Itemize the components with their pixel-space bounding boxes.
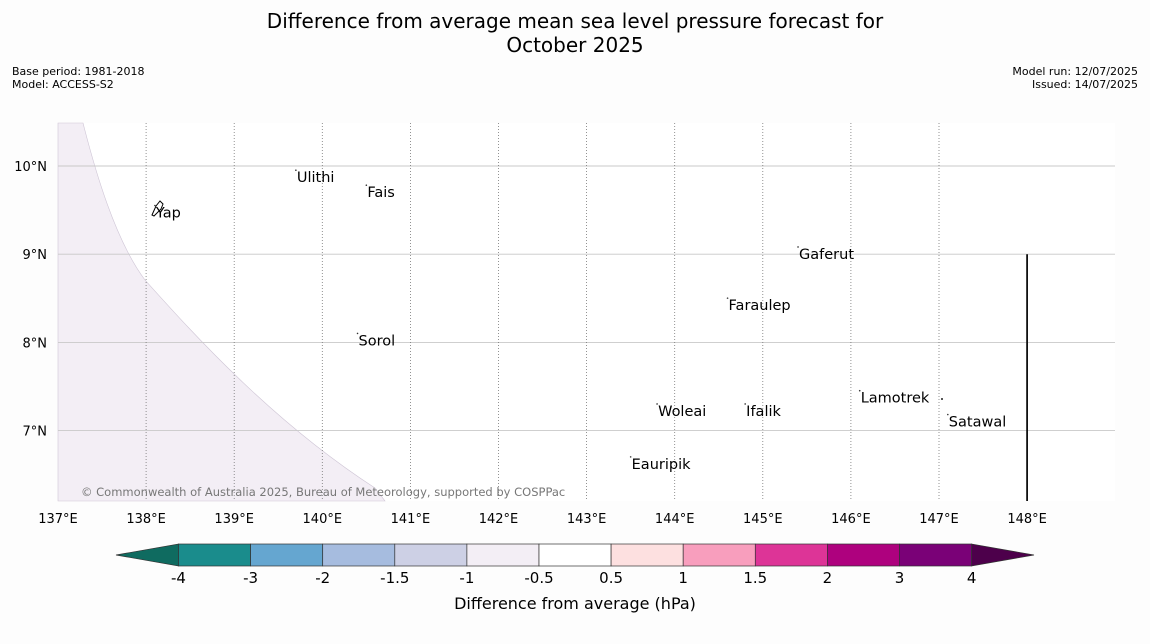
island-marker bbox=[941, 398, 943, 400]
anomaly-shaded-region bbox=[57, 122, 386, 502]
colorbar-tick-label: 3 bbox=[895, 569, 905, 587]
colorbar-high-extend bbox=[971, 543, 1035, 567]
place-label: Fais bbox=[367, 185, 394, 201]
island-marker bbox=[656, 403, 658, 405]
lon-tick-label: 146°E bbox=[831, 512, 871, 527]
lon-tick-label: 142°E bbox=[479, 512, 519, 527]
lon-tick-label: 141°E bbox=[391, 512, 431, 527]
issued-text: Issued: 14/07/2025 bbox=[1031, 78, 1138, 91]
lon-tick-label: 140°E bbox=[303, 512, 343, 527]
model-text: Model: ACCESS-S2 bbox=[12, 78, 114, 91]
title-line-1: Difference from average mean sea level p… bbox=[266, 9, 884, 33]
lon-tick-label: 143°E bbox=[567, 512, 607, 527]
lat-tick-label: 10°N bbox=[14, 160, 47, 175]
place-label: Faraulep bbox=[729, 298, 791, 314]
lon-tick-label: 147°E bbox=[919, 512, 959, 527]
meta-left: Base period: 1981-2018 Model: ACCESS-S2 bbox=[12, 65, 144, 91]
island-marker bbox=[295, 169, 297, 172]
map-area: 10°N 9°N 8°N 7°N 137°E 138°E 139°E 140°E 141°E 14… bbox=[14, 122, 1115, 527]
colorbar-tick-label: -2 bbox=[315, 569, 330, 587]
base-period-text: Base period: 1981-2018 bbox=[12, 65, 145, 78]
lat-tick-label: 7°N bbox=[23, 425, 48, 440]
colorbar-segment bbox=[610, 543, 684, 567]
lon-tick-label: 139°E bbox=[214, 512, 254, 527]
place-label: Woleai bbox=[658, 404, 706, 420]
island-marker bbox=[365, 184, 368, 187]
title-line-2: October 2025 bbox=[506, 33, 644, 57]
colorbar-tick-label: 4 bbox=[967, 569, 977, 587]
colorbar-segment bbox=[827, 543, 900, 567]
model-run-text: Model run: 12/07/2025 bbox=[1012, 65, 1138, 78]
colorbar-tick-label: -3 bbox=[243, 569, 258, 587]
colorbar-segment bbox=[322, 543, 396, 567]
place-label: Lamotrek bbox=[861, 391, 930, 407]
yap-island-shape bbox=[151, 200, 164, 217]
copyright-text: © Commonwealth of Australia 2025, Bureau… bbox=[81, 485, 565, 499]
place-label: Ulithi bbox=[297, 170, 335, 186]
place-label: Yap bbox=[155, 206, 181, 222]
place-label: Eauripik bbox=[632, 457, 691, 473]
colorbar-low-extend bbox=[115, 543, 179, 567]
colorbar-segment bbox=[178, 543, 251, 567]
colorbar-tick-label: 2 bbox=[823, 569, 833, 587]
place-label: Sorol bbox=[359, 333, 396, 349]
colorbar-segment bbox=[538, 543, 612, 567]
map-title: Difference from average mean sea level p… bbox=[0, 9, 1150, 57]
place-label: Gaferut bbox=[799, 247, 854, 263]
colorbar-tick-label: 1 bbox=[678, 569, 688, 587]
colorbar-tick-label: -0.5 bbox=[524, 569, 553, 587]
colorbar-segment bbox=[754, 543, 828, 567]
place-label: Satawal bbox=[949, 415, 1006, 431]
colorbar-tick-label: -4 bbox=[171, 569, 186, 587]
colorbar-tick-label: 0.5 bbox=[599, 569, 623, 587]
island-marker bbox=[947, 413, 949, 416]
island-marker bbox=[797, 246, 799, 248]
colorbar-segment bbox=[682, 543, 756, 567]
island-marker bbox=[726, 297, 729, 299]
lon-tick-label: 145°E bbox=[743, 512, 783, 527]
colorbar-segment bbox=[250, 543, 324, 567]
place-label: Ifalik bbox=[746, 404, 781, 420]
colorbar: -4 -3 -2 -1.5 -1 -0.5 0.5 1 1.5 2 3 4 bbox=[115, 543, 1035, 587]
lon-tick-label: 137°E bbox=[38, 512, 78, 527]
lon-tick-label: 148°E bbox=[1007, 512, 1047, 527]
lon-tick-label: 144°E bbox=[655, 512, 695, 527]
colorbar-tick-label: -1.5 bbox=[380, 569, 409, 587]
lat-tick-label: 8°N bbox=[23, 336, 48, 351]
colorbar-segment bbox=[466, 543, 540, 567]
colorbar-label: Difference from average (hPa) bbox=[454, 594, 696, 613]
colorbar-tick-label: 1.5 bbox=[743, 569, 767, 587]
meta-right: Model run: 12/07/2025 Issued: 14/07/2025 bbox=[1012, 65, 1138, 91]
colorbar-segment bbox=[899, 543, 972, 567]
island-marker bbox=[858, 389, 861, 392]
colorbar-tick-label: -1 bbox=[459, 569, 474, 587]
lon-tick-label: 138°E bbox=[126, 512, 166, 527]
island-marker bbox=[629, 456, 632, 458]
island-marker bbox=[154, 204, 156, 207]
island-marker bbox=[744, 403, 746, 405]
colorbar-segment bbox=[394, 543, 468, 567]
island-marker bbox=[356, 332, 359, 335]
lat-tick-label: 9°N bbox=[23, 248, 48, 263]
